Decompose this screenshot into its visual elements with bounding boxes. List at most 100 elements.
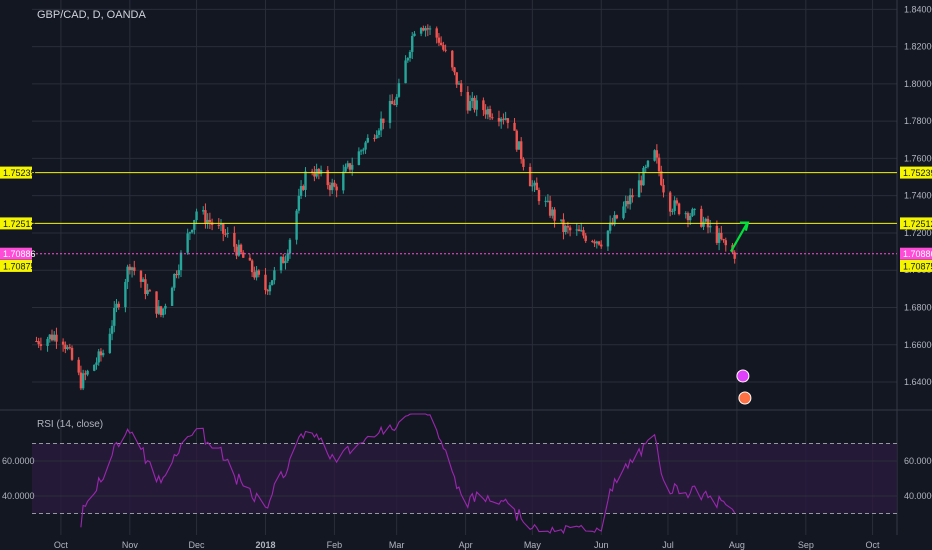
candle-body bbox=[575, 229, 578, 231]
candle-body bbox=[535, 182, 538, 191]
candle-body bbox=[255, 270, 258, 278]
x-tick-label: Oct bbox=[54, 540, 69, 550]
candle-body bbox=[686, 213, 690, 221]
candle-body bbox=[126, 266, 129, 282]
candle-body bbox=[657, 157, 661, 172]
candle-body bbox=[95, 362, 98, 365]
price-tag-left-bg bbox=[0, 247, 32, 260]
candle-body bbox=[348, 163, 352, 170]
candle-body bbox=[364, 142, 367, 150]
candle-body bbox=[593, 241, 596, 244]
candle-body bbox=[577, 229, 581, 232]
candle-body bbox=[55, 334, 58, 342]
candle-body bbox=[704, 218, 707, 222]
y-tick-label: 1.74000 bbox=[904, 191, 932, 201]
candle-body bbox=[146, 290, 149, 295]
candle-body bbox=[224, 233, 227, 235]
candle-body bbox=[48, 334, 51, 339]
candle-body bbox=[179, 252, 183, 271]
candle-body bbox=[655, 150, 659, 158]
candle-body bbox=[133, 267, 136, 271]
candle-body bbox=[257, 270, 261, 275]
candle-body bbox=[46, 338, 49, 346]
candle-body bbox=[484, 110, 487, 115]
candle-body bbox=[668, 192, 672, 212]
candle-body bbox=[101, 352, 105, 356]
candle-body bbox=[113, 307, 116, 326]
candle-body bbox=[455, 72, 458, 85]
candle-body bbox=[333, 182, 336, 187]
candle-body bbox=[304, 171, 307, 190]
candle-body bbox=[170, 287, 174, 306]
candle-body bbox=[124, 281, 127, 308]
candle-body bbox=[351, 164, 354, 170]
y-tick-label: 1.68000 bbox=[904, 303, 932, 313]
candle-body bbox=[161, 308, 165, 316]
price-tag-right: 1.72512 bbox=[903, 219, 932, 229]
candle-body bbox=[270, 280, 274, 286]
candle-body bbox=[435, 28, 438, 38]
event-badge-icon bbox=[738, 391, 752, 405]
candle-body bbox=[99, 351, 103, 356]
candle-body bbox=[544, 200, 547, 202]
candle-body bbox=[733, 252, 736, 259]
x-tick-label: Dec bbox=[189, 540, 206, 550]
candle-body bbox=[237, 244, 240, 256]
price-tag-left: 1.72512 bbox=[3, 219, 36, 229]
candle-body bbox=[164, 305, 167, 309]
candle-body bbox=[413, 33, 416, 36]
candle-body bbox=[662, 184, 665, 193]
candle-body bbox=[722, 239, 725, 241]
candle-body bbox=[411, 35, 414, 52]
candle-body bbox=[568, 227, 572, 231]
candle-body bbox=[299, 186, 303, 196]
candle-body bbox=[720, 232, 723, 240]
candle-body bbox=[177, 270, 180, 276]
candle-body bbox=[566, 226, 570, 228]
candle-body bbox=[141, 279, 145, 282]
candle-body bbox=[77, 359, 80, 373]
candle-body bbox=[397, 83, 401, 97]
candle-body bbox=[139, 270, 143, 282]
x-tick-label: Mar bbox=[389, 540, 405, 550]
rsi-tick-label: 60.0000 bbox=[904, 456, 932, 466]
y-tick-label: 1.78000 bbox=[904, 116, 932, 126]
candle-body bbox=[468, 101, 472, 111]
candle-body bbox=[637, 180, 641, 198]
candle-body bbox=[297, 195, 301, 211]
candle-body bbox=[93, 364, 96, 371]
candle-body bbox=[375, 134, 378, 139]
candle-body bbox=[190, 229, 194, 233]
candle-body bbox=[64, 344, 67, 349]
candle-body bbox=[404, 60, 407, 84]
candle-body bbox=[597, 241, 601, 245]
rsi-tick-label: 40.0000 bbox=[904, 491, 932, 501]
candle-body bbox=[117, 303, 120, 308]
candle-body bbox=[53, 334, 56, 341]
price-tag-left-bg bbox=[0, 217, 32, 230]
candle-body bbox=[408, 51, 412, 59]
candle-body bbox=[684, 213, 687, 215]
candle-body bbox=[79, 372, 83, 389]
candle-body bbox=[239, 244, 243, 253]
candle-body bbox=[391, 100, 394, 105]
price-tag-right-bg bbox=[900, 259, 932, 272]
candle-body bbox=[642, 167, 645, 186]
candle-body bbox=[497, 118, 501, 122]
candle-body bbox=[130, 267, 134, 271]
price-tag-right-bg bbox=[900, 166, 932, 179]
candle-body bbox=[37, 341, 40, 345]
candle-body bbox=[426, 28, 430, 30]
candle-body bbox=[173, 273, 176, 288]
candle-body bbox=[70, 347, 74, 360]
candle-body bbox=[693, 208, 696, 210]
candle-body bbox=[717, 232, 721, 243]
candle-body bbox=[444, 49, 447, 51]
y-tick-label: 1.76000 bbox=[904, 153, 932, 163]
candle-body bbox=[326, 170, 329, 186]
candle-body bbox=[515, 130, 518, 150]
candle-body bbox=[144, 279, 147, 295]
candle-body bbox=[84, 373, 87, 375]
candle-body bbox=[424, 28, 427, 31]
